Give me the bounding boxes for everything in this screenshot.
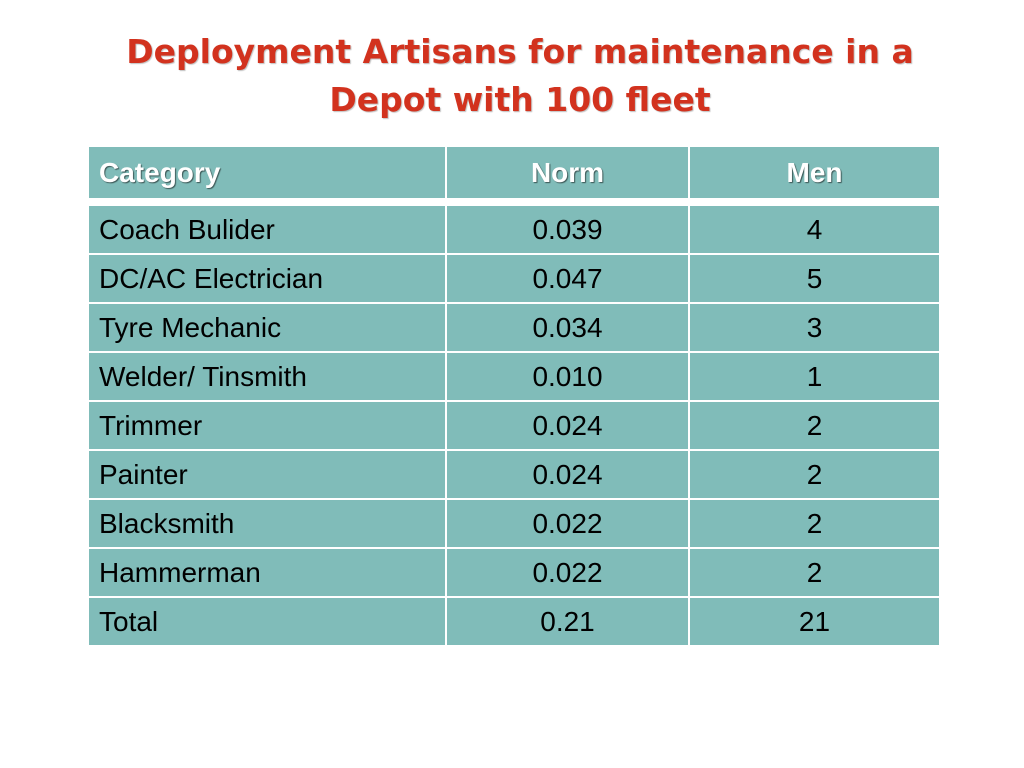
total-label-cell: Total <box>87 596 447 647</box>
men-cell: 2 <box>688 400 941 451</box>
table-row: Coach Bulider 0.039 4 <box>87 201 941 255</box>
table-header-row: Category Norm Men <box>87 145 941 203</box>
table-row-total: Total 0.21 21 <box>87 596 941 647</box>
norm-cell: 0.024 <box>445 400 690 451</box>
total-norm-cell: 0.21 <box>445 596 690 647</box>
total-men-cell: 21 <box>688 596 941 647</box>
slide-title-line-2: Depot with 100 fleet <box>329 80 711 119</box>
category-cell: Trimmer <box>87 400 447 451</box>
men-cell: 2 <box>688 449 941 500</box>
men-cell: 2 <box>688 498 941 549</box>
header-category: Category <box>87 145 447 203</box>
norm-cell: 0.022 <box>445 547 690 598</box>
men-cell: 2 <box>688 547 941 598</box>
norm-cell: 0.010 <box>445 351 690 402</box>
category-cell: Welder/ Tinsmith <box>87 351 447 402</box>
men-cell: 1 <box>688 351 941 402</box>
category-cell: Coach Bulider <box>87 201 447 255</box>
category-cell: Hammerman <box>87 547 447 598</box>
table-row: Welder/ Tinsmith 0.010 1 <box>87 351 941 402</box>
table-row: Blacksmith 0.022 2 <box>87 498 941 549</box>
table-row: Painter 0.024 2 <box>87 449 941 500</box>
category-cell: Painter <box>87 449 447 500</box>
category-cell: DC/AC Electrician <box>87 253 447 304</box>
table-row: DC/AC Electrician 0.047 5 <box>87 253 941 304</box>
men-cell: 4 <box>688 201 941 255</box>
category-cell: Blacksmith <box>87 498 447 549</box>
category-cell: Tyre Mechanic <box>87 302 447 353</box>
table-row: Trimmer 0.024 2 <box>87 400 941 451</box>
norm-cell: 0.047 <box>445 253 690 304</box>
slide-title: Deployment Artisans for maintenance in a… <box>60 28 980 124</box>
slide-title-line-1: Deployment Artisans for maintenance in a <box>126 32 914 71</box>
table-row: Hammerman 0.022 2 <box>87 547 941 598</box>
norm-cell: 0.039 <box>445 201 690 255</box>
men-cell: 3 <box>688 302 941 353</box>
norm-cell: 0.024 <box>445 449 690 500</box>
header-norm: Norm <box>445 145 690 203</box>
artisan-table: Category Norm Men Coach Bulider 0.039 4 … <box>87 145 941 647</box>
norm-cell: 0.034 <box>445 302 690 353</box>
norm-cell: 0.022 <box>445 498 690 549</box>
header-men: Men <box>688 145 941 203</box>
men-cell: 5 <box>688 253 941 304</box>
table-row: Tyre Mechanic 0.034 3 <box>87 302 941 353</box>
